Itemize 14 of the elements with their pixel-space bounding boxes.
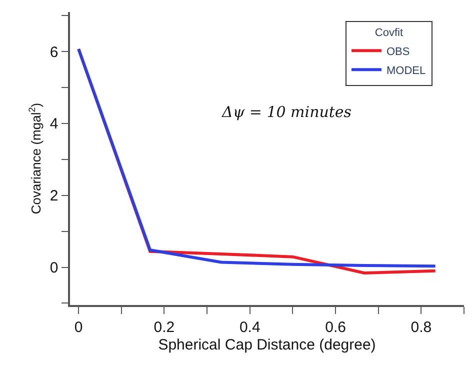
x-tick-label: 0.6 [325,318,346,336]
x-axis-title: Spherical Cap Distance (degree) [158,336,376,354]
legend-label: MODEL [386,64,426,77]
y-tick-label: 2 [50,188,58,205]
x-tick-label: 0.2 [154,318,175,336]
x-tick-label: 0.8 [410,318,432,336]
x-tick-label: 0 [74,318,83,336]
y-tick-label: 0 [50,260,58,276]
y-tick-label: 4 [50,116,58,133]
annotation: Δψ = 10 minutes [221,103,352,121]
y-tick-label: 6 [50,44,58,61]
legend-title: Covfit [374,27,404,40]
legend-label: OBS [386,46,410,58]
x-tick-label: 0.4 [239,318,260,336]
